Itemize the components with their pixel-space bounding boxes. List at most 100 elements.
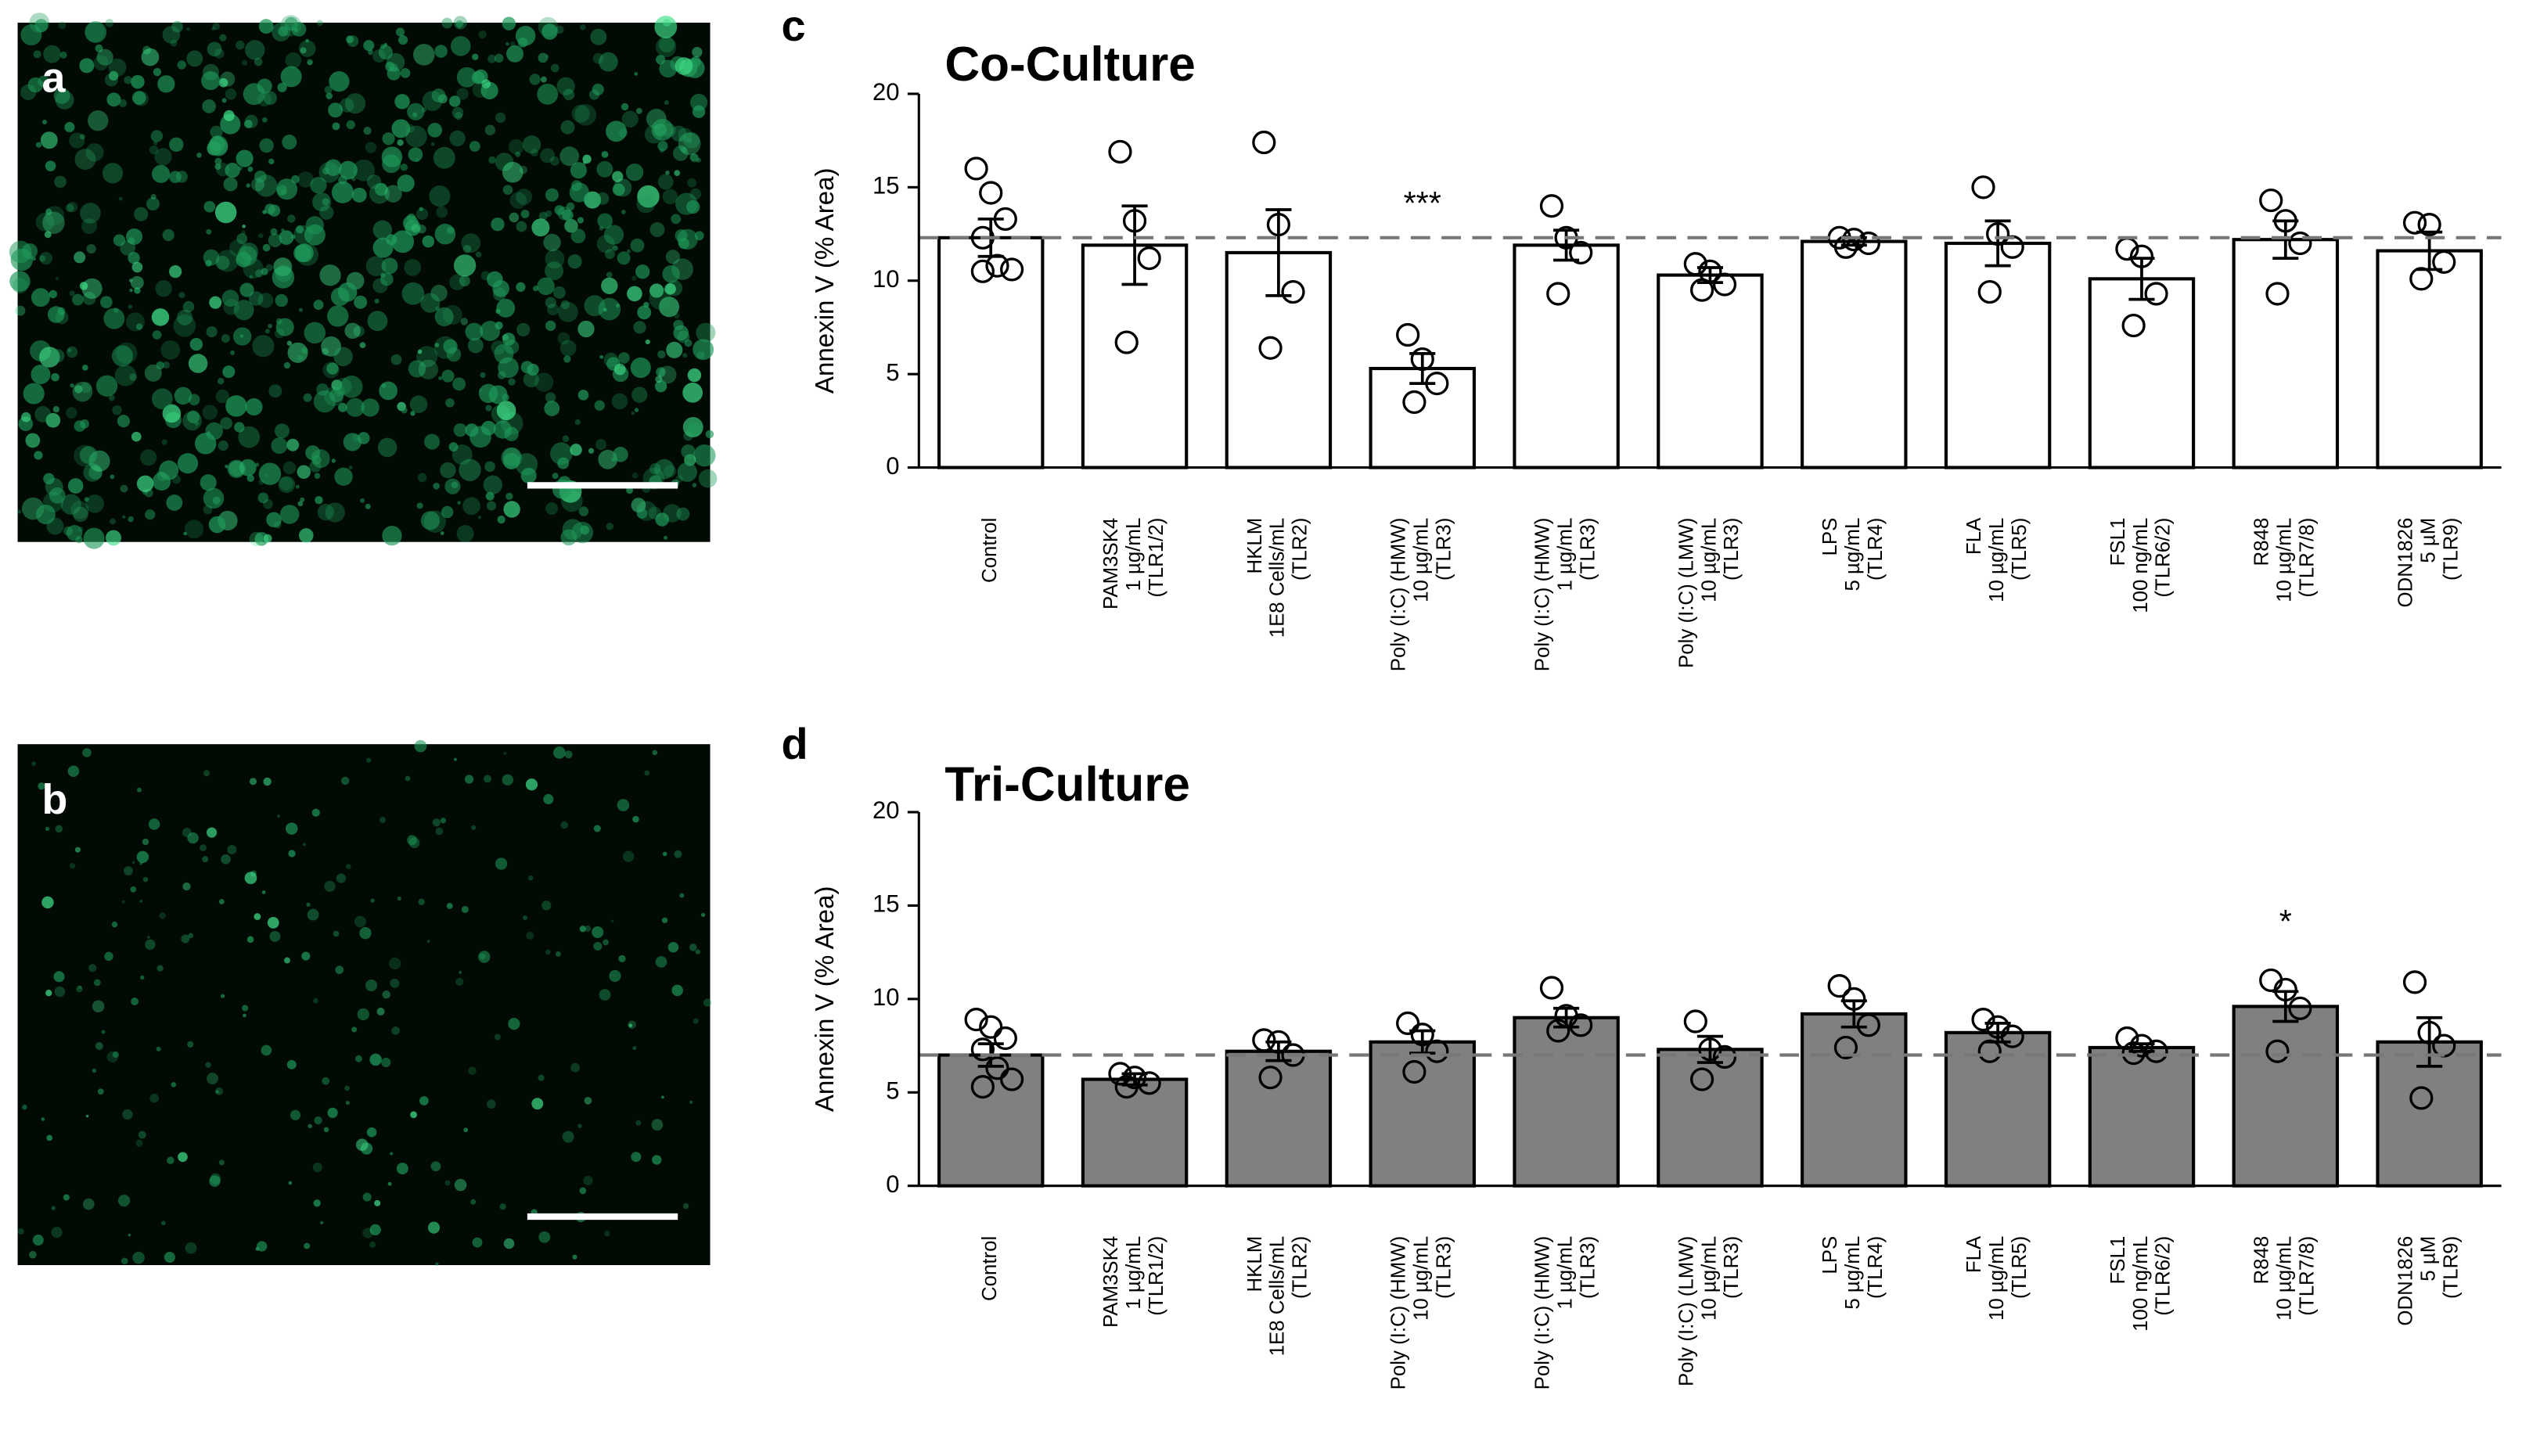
cell-signal — [633, 321, 646, 334]
cell-signal — [225, 464, 228, 469]
cell-signal — [654, 380, 667, 393]
cell-signal — [150, 130, 164, 142]
cell-signal — [671, 214, 682, 225]
x-tick-label: 1 µg/mL — [1123, 1236, 1145, 1310]
cell-signal — [261, 117, 268, 123]
cell-signal — [150, 193, 157, 200]
cell-signal — [95, 1041, 103, 1051]
cell-signal — [557, 457, 570, 469]
cell-signal — [552, 473, 559, 480]
cell-signal — [637, 185, 660, 208]
cell-signal — [374, 1199, 381, 1206]
cell-signal — [41, 1117, 45, 1121]
cell-signal — [300, 497, 305, 502]
cell-signal — [574, 104, 597, 126]
cell-signal — [381, 1057, 391, 1068]
cell-signal — [411, 224, 420, 233]
cell-signal — [225, 395, 247, 417]
data-point — [2402, 210, 2427, 235]
cell-signal — [687, 178, 697, 188]
cell-signal — [515, 151, 521, 157]
cell-signal — [689, 153, 698, 162]
cell-signal — [649, 283, 664, 298]
cell-signal — [279, 230, 294, 245]
cell-signal — [445, 398, 455, 408]
cell-signal — [155, 280, 172, 297]
cell-signal — [157, 470, 162, 476]
cell-signal — [236, 40, 245, 50]
cell-signal — [69, 132, 85, 149]
cell-signal — [331, 379, 343, 391]
cell-signal — [516, 282, 526, 293]
cell-signal — [189, 337, 203, 351]
cell-signal — [654, 458, 675, 480]
cell-signal — [215, 255, 230, 270]
cell-signal — [552, 286, 566, 299]
cell-signal — [555, 951, 561, 957]
chart-title: Tri-Culture — [944, 757, 1190, 811]
cell-signal — [262, 243, 271, 252]
cell-signal — [257, 492, 269, 504]
data-point — [2409, 267, 2434, 291]
x-tick-label: Poly (I:C) (HMW) — [1531, 518, 1553, 672]
cell-signal — [265, 264, 273, 271]
cell-signal — [627, 249, 631, 253]
cell-signal — [133, 91, 149, 106]
cell-signal — [404, 259, 422, 276]
x-tick-label: HKLM — [1244, 1236, 1266, 1292]
cell-signal — [239, 282, 254, 297]
bar — [1081, 1077, 1189, 1188]
cell-signal — [559, 340, 577, 357]
cell-signal — [93, 979, 101, 987]
cell-signal — [205, 1062, 211, 1068]
cell-signal — [258, 462, 282, 485]
cell-signal — [264, 329, 270, 334]
cell-signal — [103, 307, 125, 329]
cell-signal — [478, 951, 491, 963]
cell-signal — [664, 535, 668, 540]
cell-signal — [203, 487, 225, 509]
cell-signal — [449, 130, 466, 147]
cell-signal — [449, 274, 466, 291]
cell-signal — [682, 353, 688, 358]
cell-signal — [46, 1134, 53, 1141]
cell-signal — [51, 1227, 63, 1238]
cell-signal — [593, 825, 601, 832]
cell-signal — [613, 447, 628, 462]
cell-signal — [353, 325, 365, 337]
cell-signal — [628, 1023, 633, 1028]
cell-signal — [75, 536, 83, 544]
cell-signal — [603, 939, 609, 946]
cell-signal — [128, 304, 133, 309]
cell-signal — [601, 150, 609, 158]
cell-signal — [306, 902, 311, 907]
cell-signal — [345, 397, 365, 417]
cell-signal — [677, 330, 690, 343]
cell-signal — [276, 178, 298, 200]
x-tick-label: PAM3SK4 — [1100, 1236, 1122, 1328]
cell-signal — [272, 22, 291, 41]
cell-signal — [58, 21, 67, 30]
cell-signal — [188, 933, 194, 939]
cell-signal — [82, 365, 88, 371]
cell-signal — [657, 141, 668, 152]
cell-signal — [363, 40, 375, 52]
cell-signal — [468, 1066, 477, 1075]
x-tick-label: R848 — [2251, 518, 2273, 566]
cell-signal — [571, 104, 590, 123]
cell-signal — [665, 170, 670, 175]
x-tick-label: (TLR3) — [1721, 518, 1743, 581]
cell-signal — [505, 41, 509, 46]
data-point — [1402, 1059, 1427, 1084]
cell-signal — [270, 228, 278, 235]
cell-signal — [416, 502, 423, 509]
cell-signal — [313, 1199, 321, 1207]
cell-signal — [379, 381, 398, 401]
cell-signal — [39, 251, 53, 265]
cell-signal — [227, 845, 237, 854]
data-point — [1856, 1013, 1880, 1037]
cell-signal — [275, 318, 294, 336]
cell-signal — [162, 26, 181, 44]
cell-signal — [459, 458, 481, 481]
cell-signal — [95, 44, 103, 52]
